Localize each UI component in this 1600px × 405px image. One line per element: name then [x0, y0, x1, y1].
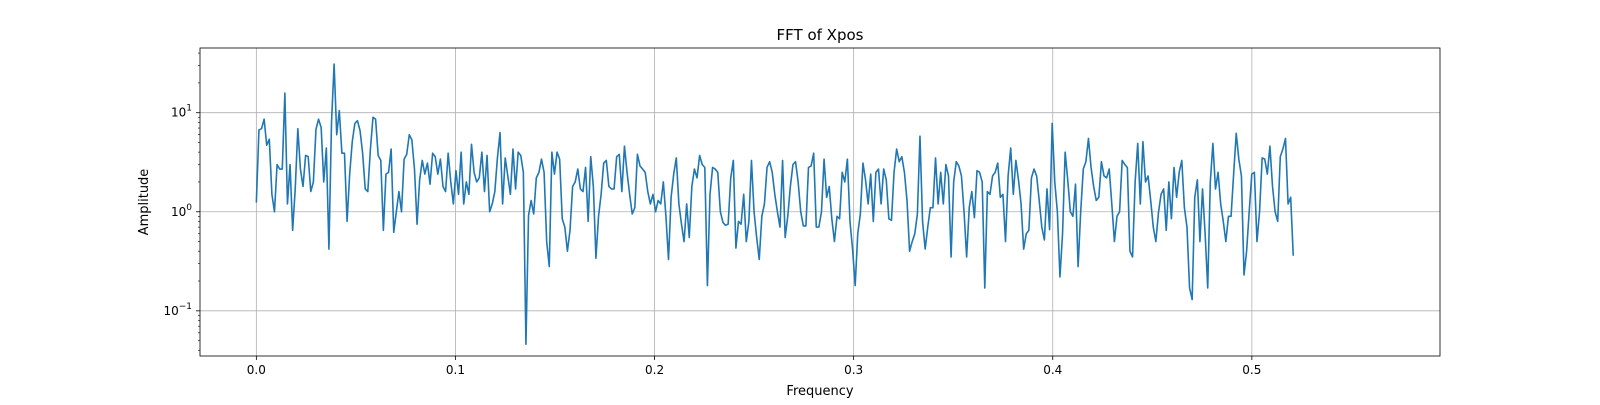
fft-amplitude-line: [255, 63, 1295, 346]
x-tick-label: 0.0: [247, 363, 266, 377]
x-tick-label: 0.3: [844, 363, 863, 377]
y-tick-base: 10: [171, 205, 186, 219]
y-tick-label: 101: [171, 104, 192, 120]
y-axis-label: Amplitude: [137, 169, 152, 236]
y-tick-exponent: −1: [179, 302, 192, 312]
y-tick-exponent: 0: [186, 203, 192, 213]
y-tick-exponent: 1: [186, 104, 192, 114]
x-axis-label: Frequency: [786, 384, 853, 399]
chart-title: FFT of Xpos: [777, 26, 864, 44]
y-tick-base: 10: [163, 304, 178, 318]
axes-frame: [199, 47, 1441, 357]
x-tick-label: 0.2: [645, 363, 664, 377]
grid: [200, 48, 1440, 356]
y-tick-label: 10−1: [163, 302, 192, 318]
y-tick-base: 10: [171, 106, 186, 120]
x-tick-label: 0.4: [1043, 363, 1062, 377]
y-tick-label: 100: [171, 203, 192, 219]
x-tick-label: 0.1: [446, 363, 465, 377]
x-tick-label: 0.5: [1242, 363, 1261, 377]
plot-area: [255, 63, 1295, 346]
